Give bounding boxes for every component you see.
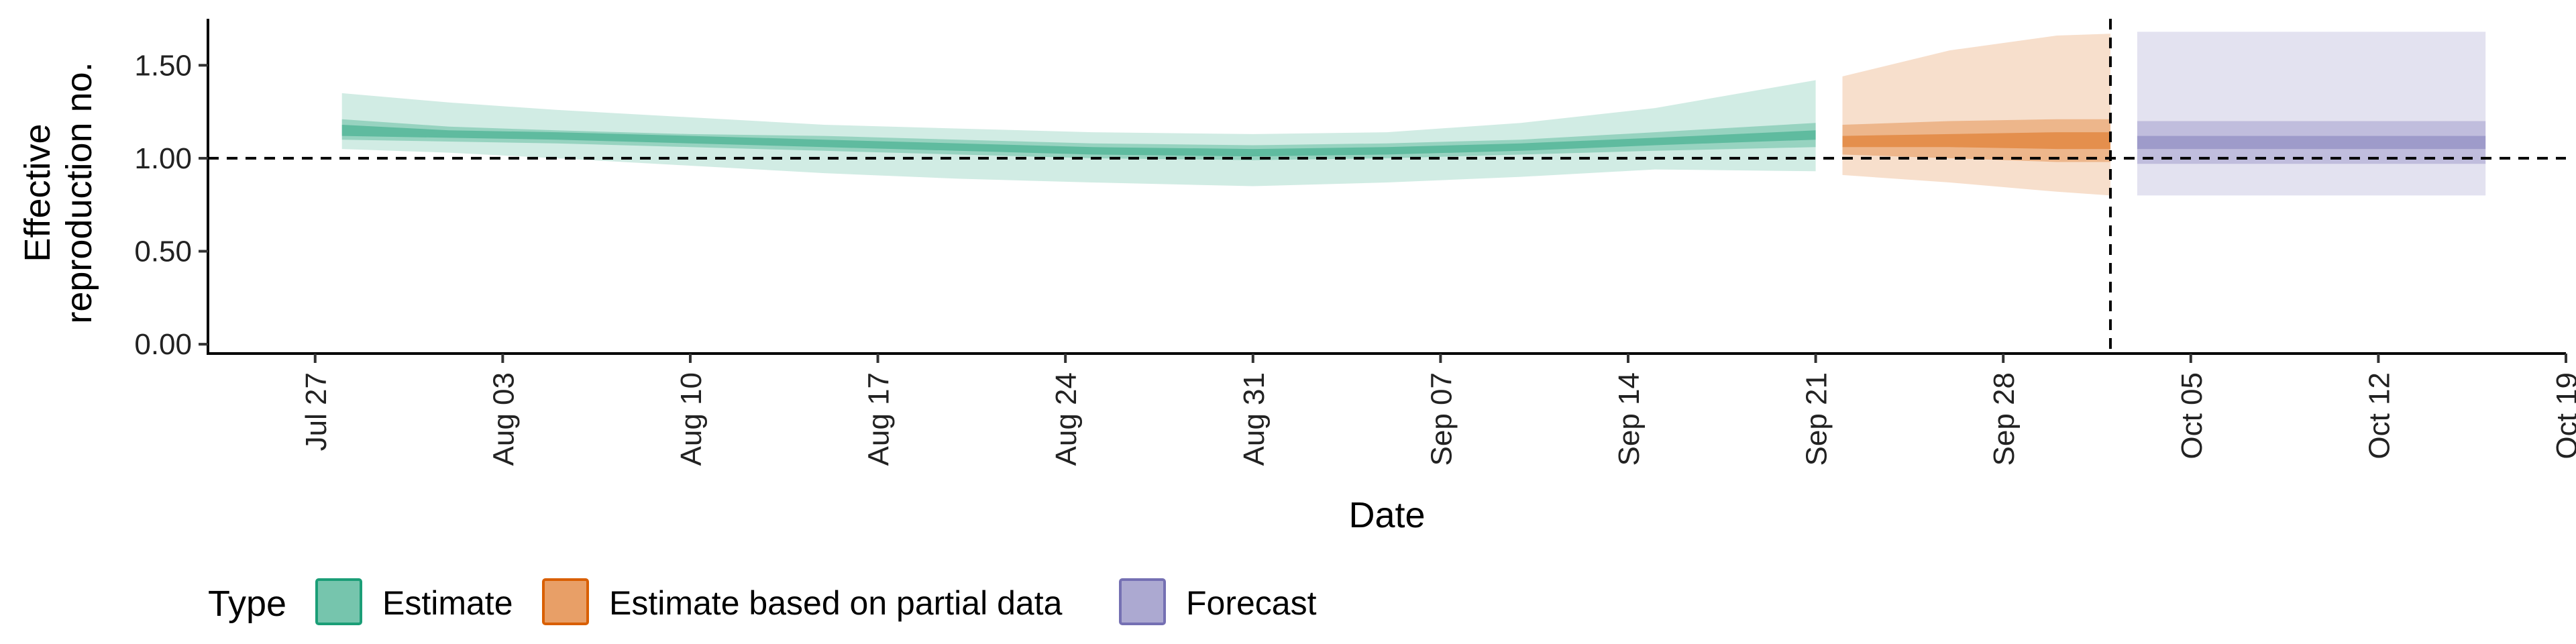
x-tick-label: Sep 21 (1801, 372, 1833, 466)
y-tick-label: 1.50 (134, 49, 192, 82)
band-1-ci20 (1842, 132, 2110, 150)
x-tick-label: Sep 28 (1988, 372, 2021, 466)
x-tick-label: Oct 05 (2176, 372, 2208, 460)
x-tick-label: Sep 07 (1425, 372, 1458, 466)
band-1-ci90 (1842, 34, 2110, 196)
legend-label-2: Forecast (1186, 584, 1317, 622)
band-2-ci20 (2137, 136, 2486, 150)
legend-swatch-0 (315, 578, 362, 625)
band-2-ci50 (2137, 121, 2486, 164)
x-tick-label: Sep 14 (1613, 372, 1646, 466)
uncertainty-bands (341, 32, 2486, 196)
y-tick-label: 0.00 (134, 328, 192, 361)
x-tick-label: Oct 19 (2551, 372, 2576, 460)
x-axis-ticks: Jul 27 Aug 03 Aug 10 Aug 17 Aug 24 Aug 31 Sep … (300, 354, 2576, 466)
x-tick-label: Aug 10 (675, 372, 708, 466)
legend-label-0: Estimate (382, 584, 513, 622)
band-2-ci90 (2137, 32, 2486, 196)
y-axis-title-line: Effective (17, 123, 58, 262)
band-1-ci50 (1842, 119, 2110, 162)
x-tick-label: Aug 31 (1238, 372, 1271, 466)
x-axis-title: Date (1348, 495, 1425, 535)
legend-swatch-2 (1119, 578, 1166, 625)
legend-title: Type (208, 584, 286, 624)
band-0-ci90 (341, 80, 1816, 186)
y-axis-title: Effectivereproduction no. (17, 62, 99, 323)
y-tick-label: 0.50 (134, 235, 192, 268)
band-0-ci20 (341, 125, 1816, 157)
legend-label-1: Estimate based on partial data (609, 584, 1063, 622)
x-tick-label: Jul 27 (300, 372, 333, 451)
x-tick-label: Aug 24 (1050, 372, 1083, 466)
x-tick-label: Aug 03 (487, 372, 520, 466)
y-tick-label: 1.00 (134, 142, 192, 175)
y-axis-ticks: 0.00 0.50 1.00 1.50 (134, 49, 208, 361)
axes (207, 19, 2566, 355)
legend-swatch-1 (542, 578, 589, 625)
legend: Type Estimate Estimate based on partial da… (208, 578, 1317, 625)
x-tick-label: Aug 17 (863, 372, 896, 466)
band-0-ci50 (341, 119, 1816, 160)
x-tick-label: Oct 12 (2363, 372, 2396, 460)
y-axis-title-line: reproduction no. (59, 62, 99, 323)
